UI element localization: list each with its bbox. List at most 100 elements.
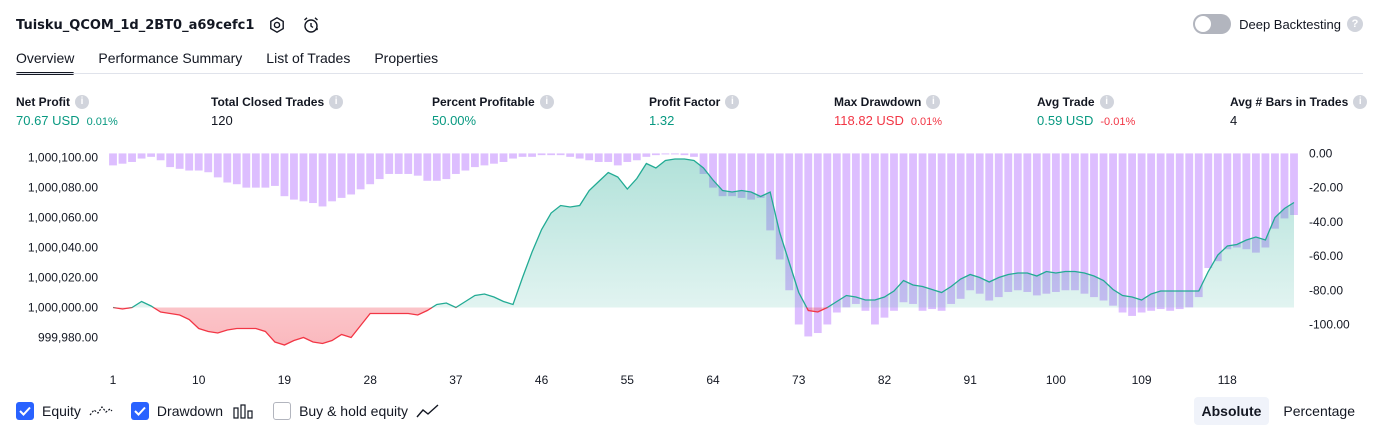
equity-line-loss — [112, 307, 829, 346]
drawdown-bar — [366, 153, 375, 185]
mode-percentage-button[interactable]: Percentage — [1283, 403, 1355, 419]
drawdown-bar — [632, 153, 641, 161]
drawdown-checkbox[interactable] — [130, 402, 149, 420]
drawdown-bar — [318, 153, 327, 207]
stat-label: Avg Trade — [1037, 94, 1095, 109]
drawdown-bar — [1223, 153, 1232, 250]
drawdown-bar — [223, 153, 232, 183]
stat-percent: 0.01% — [910, 116, 943, 128]
drawdown-bar — [1290, 153, 1298, 215]
drawdown-bars-icon — [233, 404, 253, 419]
tab-list-of-trades[interactable]: List of Trades — [266, 50, 351, 66]
strategy-title: Tuisku_QCOM_1d_2BT0_a69cefc1 — [16, 17, 255, 33]
stat-percent: -0.01% — [1100, 116, 1136, 128]
tab-overview[interactable]: Overview — [16, 44, 75, 76]
drawdown-bar — [1175, 153, 1184, 310]
drawdown-bar — [1023, 153, 1032, 292]
info-icon[interactable]: i — [1353, 94, 1368, 109]
stat-total-closed-trades: Total Closed Trades i 120 — [211, 93, 344, 128]
drawdown-bar — [337, 153, 346, 198]
drawdown-bar — [899, 153, 908, 303]
mode-absolute-button[interactable]: Absolute — [1193, 397, 1270, 425]
drawdown-bar — [1042, 153, 1051, 294]
strategy-header: Tuisku_QCOM_1d_2BT0_a69cefc1 — [16, 12, 322, 38]
info-icon[interactable]: i — [926, 94, 941, 109]
legend-label: Drawdown — [156, 403, 224, 419]
equity-checkbox[interactable] — [16, 402, 34, 420]
equity-axis-tick: 1,000,080.00 — [28, 181, 98, 195]
stat-value: 50.00% — [432, 113, 477, 128]
info-icon[interactable]: i — [725, 94, 740, 109]
drawdown-axis-tick: -40.00 — [1309, 215, 1343, 229]
drawdown-bar — [1242, 153, 1251, 250]
buy-hold-checkbox[interactable] — [273, 402, 292, 420]
tab-performance-summary[interactable]: Performance Summary — [98, 50, 243, 66]
drawdown-bar — [956, 153, 965, 299]
drawdown-bar — [451, 153, 460, 174]
chart-legend: Equity Drawdown Buy & hold equity — [16, 399, 458, 423]
drawdown-bar — [985, 153, 994, 301]
drawdown-bar — [1109, 153, 1117, 306]
stat-value: 70.67 USD — [16, 113, 80, 128]
drawdown-axis-tick: 0.00 — [1309, 146, 1333, 160]
buy-hold-line-icon — [416, 404, 439, 418]
drawdown-bar — [918, 153, 927, 311]
x-axis-tick: 82 — [878, 373, 892, 387]
drawdown-bar — [251, 153, 260, 188]
drawdown-bar — [690, 153, 698, 157]
drawdown-bar — [804, 153, 813, 337]
drawdown-bar — [309, 153, 317, 204]
settings-icon[interactable] — [266, 14, 288, 36]
info-icon[interactable]: i — [329, 94, 344, 109]
info-icon[interactable]: i — [539, 94, 554, 109]
x-axis-tick: 118 — [1218, 373, 1237, 387]
legend-label: Equity — [42, 403, 81, 419]
equity-axis-tick: 1,000,000.00 — [28, 301, 98, 315]
drawdown-bar — [575, 153, 584, 159]
equity-axis-tick: 1,000,060.00 — [28, 211, 98, 225]
drawdown-bar — [356, 153, 365, 190]
drawdown-bar — [432, 153, 441, 181]
drawdown-bar — [794, 153, 803, 325]
drawdown-bar — [280, 153, 289, 197]
legend-drawdown[interactable]: Drawdown — [130, 402, 255, 420]
alarm-clock-icon[interactable] — [300, 14, 322, 36]
drawdown-bar — [747, 153, 756, 200]
drawdown-bar — [1213, 153, 1222, 262]
deep-backtesting: Deep Backtesting ? — [1193, 13, 1363, 35]
equity-axis-tick: 1,000,040.00 — [28, 241, 98, 255]
drawdown-bar — [785, 153, 794, 291]
tab-properties[interactable]: Properties — [374, 50, 439, 66]
x-axis-tick: 1 — [110, 373, 117, 387]
drawdown-bar — [213, 153, 222, 178]
legend-equity[interactable]: Equity — [16, 402, 113, 420]
drawdown-bar — [518, 153, 527, 157]
stat-profit-factor: Profit Factor i 1.32 — [649, 93, 740, 128]
help-icon[interactable]: ? — [1347, 16, 1363, 32]
equity-drawdown-chart[interactable]: 1,000,100.00 1,000,080.00 1,000,060.00 1,00… — [0, 140, 1379, 390]
legend-buy-hold-equity[interactable]: Buy & hold equity — [273, 402, 440, 420]
drawdown-bar — [937, 153, 946, 311]
drawdown-bar — [709, 153, 717, 188]
stat-max-drawdown: Max Drawdown i 118.82 USD 0.01% — [834, 93, 942, 128]
drawdown-bar — [499, 153, 508, 162]
deep-backtesting-toggle[interactable] — [1193, 14, 1232, 34]
info-icon[interactable]: i — [75, 94, 89, 109]
stat-value: 0.59 USD — [1037, 113, 1094, 128]
drawdown-bar — [613, 153, 622, 166]
drawdown-bar — [328, 153, 336, 202]
drawdown-bar — [623, 153, 632, 162]
drawdown-bar — [175, 153, 184, 169]
drawdown-axis-tick: -20.00 — [1309, 181, 1343, 195]
stat-percent-profitable: Percent Profitable i 50.00% — [432, 93, 554, 128]
drawdown-bar — [880, 153, 889, 318]
stat-value: 1.32 — [649, 113, 675, 128]
info-icon[interactable]: i — [1099, 94, 1114, 109]
drawdown-bar — [471, 153, 479, 168]
x-axis-tick: 91 — [964, 373, 978, 387]
equity-axis-tick: 1,000,100.00 — [28, 151, 98, 165]
drawdown-bar — [1004, 153, 1013, 292]
drawdown-bar — [185, 153, 194, 171]
drawdown-bar — [509, 153, 517, 159]
drawdown-bar — [823, 153, 832, 325]
